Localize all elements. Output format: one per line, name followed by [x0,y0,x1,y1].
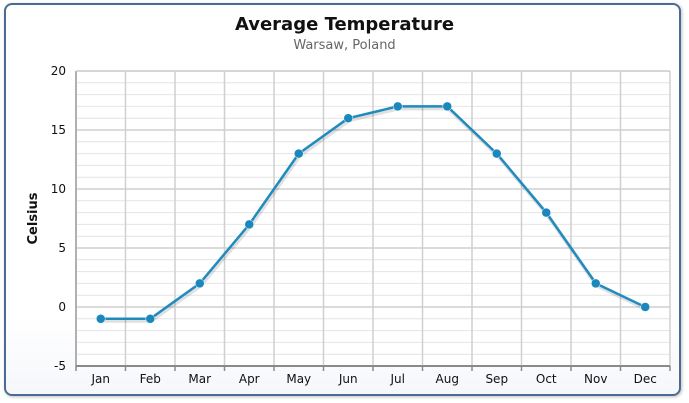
y-tick-label: 5 [58,241,66,255]
x-tick-label: Jun [338,372,358,386]
x-tick-label: Apr [239,372,260,386]
chart-title: Average Temperature [234,14,455,35]
x-tick-label: May [286,372,311,386]
data-point[interactable] [294,148,304,159]
x-tick-label: Jul [390,372,405,386]
data-point[interactable] [640,302,650,312]
series-group [96,101,650,324]
y-tick-label: 20 [51,64,66,78]
x-tick-label: Aug [436,372,459,386]
chart-subtitle: Warsaw, Poland [293,38,396,53]
data-point[interactable] [244,219,254,230]
data-point[interactable] [195,278,205,289]
x-tick-label: Oct [536,372,557,386]
data-point[interactable] [442,101,452,112]
data-point[interactable] [343,113,353,123]
data-point[interactable] [145,314,155,324]
y-tick-label: 0 [58,300,66,314]
x-tick-label: Jan [91,372,111,386]
y-tick-label: -5 [54,359,66,373]
y-axis-label: Celsius [26,192,41,244]
x-tick-label: Dec [634,372,657,386]
y-tick-label: 10 [51,182,66,196]
x-tick-label: Sep [485,372,508,386]
x-tick-label: Feb [140,372,161,386]
data-point[interactable] [591,278,601,289]
data-point[interactable] [96,314,106,324]
axes [75,70,671,371]
x-tick-label: Mar [188,372,211,386]
data-point[interactable] [393,101,403,112]
x-axis-ticks: Jan Feb Mar Apr May Jun Jul Aug Sep Oct Nov Dec [91,372,657,386]
y-axis-ticks: -5 0 5 10 15 20 [51,64,66,373]
series-line [100,105,646,321]
grid-lines [76,70,670,367]
data-point[interactable] [541,207,551,218]
x-tick-label: Nov [584,372,607,386]
data-point[interactable] [492,148,502,159]
y-tick-label: 15 [51,123,66,137]
